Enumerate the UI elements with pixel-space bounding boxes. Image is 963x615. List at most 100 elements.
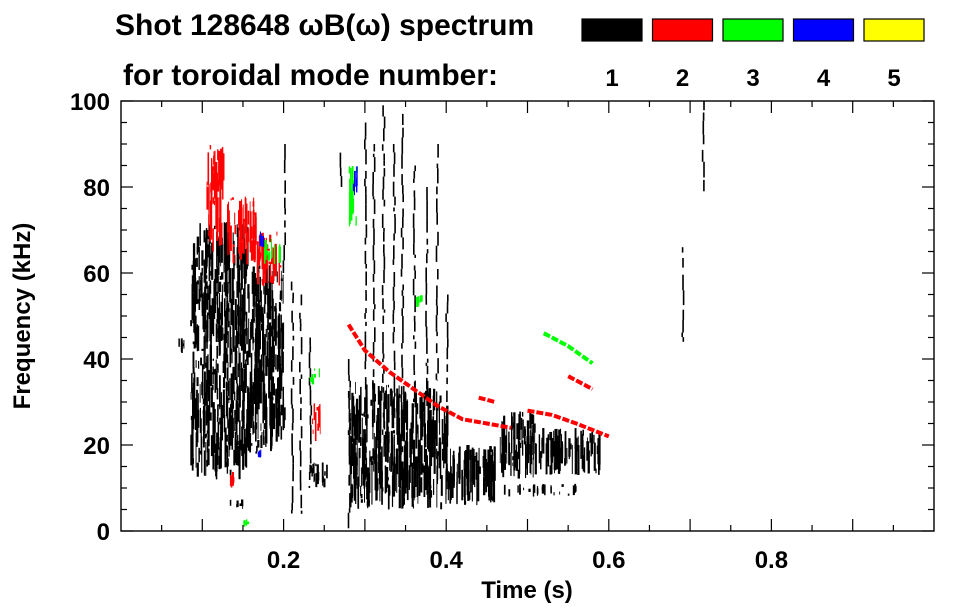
mode-1-segment [541,440,543,458]
mode-1-segment [199,407,201,433]
mode-1-segment [393,376,396,393]
mode-1-segment [372,274,375,282]
mode-1-segment [568,438,571,457]
mode-2-segment [212,197,215,204]
mode-1-segment [376,478,379,490]
mode-1-segment [378,454,380,485]
mode-1-segment [401,154,403,169]
mode-1-segment [217,238,220,256]
mode-1-segment [554,429,557,454]
mode-1-segment [375,471,377,501]
mode-1-segment [195,360,197,368]
mode-3-segment [419,295,422,301]
mode-3-segment [245,520,247,525]
mode-1-segment [211,444,214,455]
mode-2-segment [247,210,250,225]
mode-1-segment [347,430,350,435]
mode-1-segment [429,466,432,508]
mode-1-segment [527,435,530,443]
mode-1-segment [206,372,209,381]
mode-1-segment [396,419,399,427]
mode-1-segment [364,334,367,351]
mode-1-segment [373,396,375,402]
mode-1-segment [404,391,407,401]
mode-1-segment [383,244,385,254]
mode-1-segment [317,472,320,481]
mode-1-segment [402,127,404,138]
mode-2-segment [318,408,321,428]
mode-1-segment [556,460,559,470]
mode-1-segment [512,422,514,428]
mode-1-segment [222,327,224,340]
mode-1-segment [436,448,438,460]
mode-1-segment [235,411,237,414]
mode-1-segment [220,431,222,442]
mode-1-segment [236,383,239,390]
mode-2-segment [238,219,240,254]
mode-1-segment [260,423,262,431]
mode-1-segment [372,309,375,321]
mode-1-segment [426,238,429,245]
mode-1-segment [393,245,395,260]
mode-1-segment [205,281,208,289]
mode-1-segment [360,437,362,446]
mode-1-segment [468,462,469,500]
mode-1-segment [236,389,238,408]
mode-1-segment [309,368,312,378]
mode-3-segment [351,189,354,215]
mode-1-segment [398,489,401,509]
mode-1-segment [415,409,418,449]
mode-1-segment [383,168,386,177]
mode-1-segment [191,284,194,320]
mode-1-segment [398,437,400,441]
mode-1-segment [364,397,366,414]
mode-1-segment [379,483,381,502]
mode-2-segment [246,232,249,265]
mode-3-segment [314,368,315,371]
mode-1-segment [291,433,293,445]
mode-1-segment [211,242,214,280]
mode-1-segment [574,483,577,493]
mode-2-segment [274,243,277,277]
mode-1-segment [426,358,429,363]
mode-2-segment [222,166,224,200]
mode-1-segment [300,294,303,306]
mode-1-segment [427,482,429,508]
mode-1-segment [401,290,404,296]
mode-1-segment [199,384,201,403]
mode-1-segment [196,280,199,285]
mode-1-segment [372,245,375,261]
mode-1-segment [227,458,229,467]
mode-1-segment [226,412,229,419]
mode-1-segment [308,472,311,480]
mode-1-segment [471,447,474,482]
mode-3-segment [271,246,273,258]
mode-1-streak [270,290,274,449]
mode-1-segment [207,230,209,240]
mode-1-segment [224,427,227,468]
mode-1-segment [445,313,447,322]
mode-1-segment [236,319,237,360]
mode-1-segment [478,466,481,474]
mode-1-segment [209,298,211,303]
mode-1-segment [207,244,209,258]
mode-1-segment [280,314,282,328]
mode-1-segment [227,282,229,294]
mode-1-segment [517,423,520,460]
mode-1-segment [366,408,368,443]
mode-1-segment [383,160,385,166]
mode-1-segment [255,365,257,381]
mode-1-segment [203,310,206,331]
mode-1-segment [194,398,197,431]
mode-1-segment [364,313,366,319]
mode-1-segment [196,462,199,477]
mode-1-segment [222,362,224,366]
mode-1-segment [232,366,235,394]
mode-1-region [178,338,196,353]
mode-1-segment [200,357,202,366]
mode-1-segment [205,235,208,267]
mode-1-segment [256,339,259,346]
mode-1-segment [446,463,448,490]
mode-1-streak [254,273,258,454]
mode-1-segment [397,395,400,423]
